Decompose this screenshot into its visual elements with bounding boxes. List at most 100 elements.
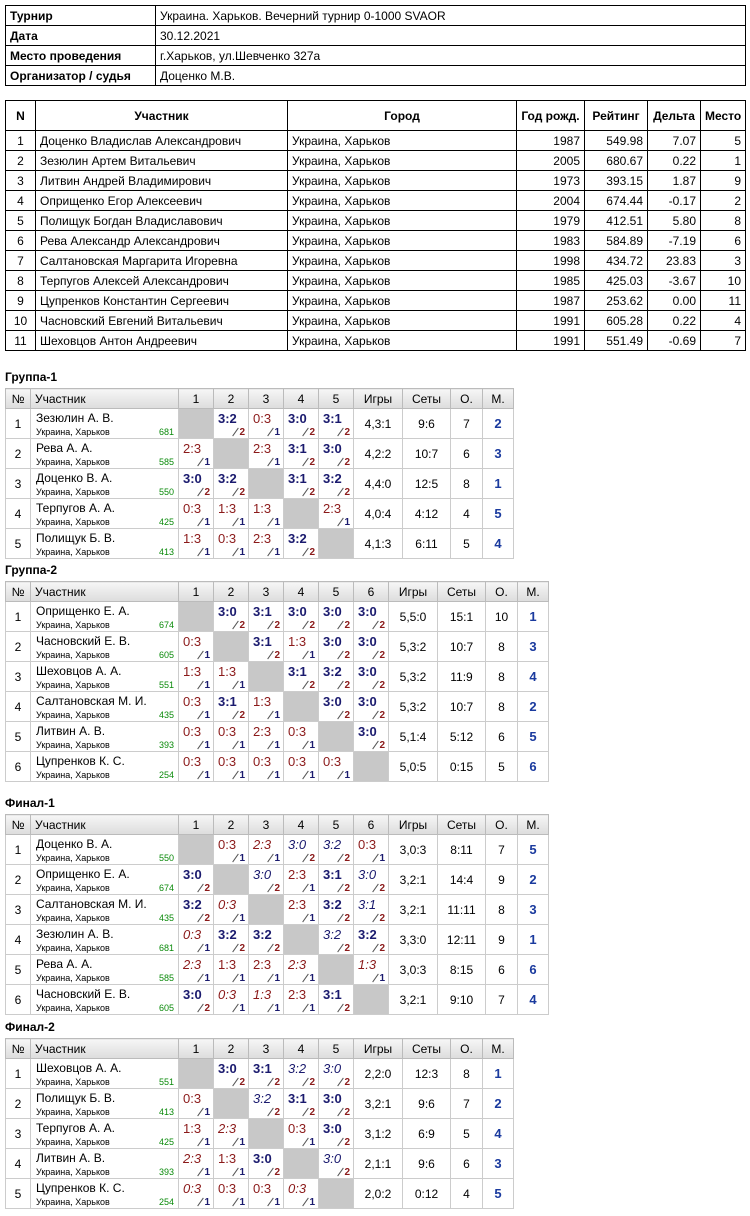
cell: 9 [5, 290, 36, 311]
player-rating: 551 [158, 680, 174, 690]
points: 8 [485, 631, 518, 662]
points: 6 [485, 954, 518, 985]
info-table: Турнир Украина. Харьков. Вечерний турнир … [5, 5, 746, 86]
games: 5,0:5 [388, 751, 438, 782]
match-points: 2 [379, 680, 385, 691]
row-number: 1 [5, 834, 31, 865]
column-header: Дельта [647, 100, 701, 131]
score: 3:1 [288, 1091, 307, 1106]
result-cell [213, 864, 249, 895]
row-number: 2 [5, 1088, 31, 1119]
result-cell: 3:0 2 [318, 601, 354, 632]
result-cell: 3:2 2 [318, 924, 354, 955]
match-points: 1 [204, 547, 210, 558]
score: 3:2 [323, 664, 342, 679]
match-points: 2 [344, 620, 350, 631]
result-cell [178, 601, 214, 632]
slash [267, 547, 274, 557]
match-points: 1 [204, 1107, 210, 1118]
match-points: 2 [309, 457, 315, 468]
row-number: 1 [5, 601, 31, 632]
games: 3,2:1 [388, 984, 438, 1015]
slash [337, 943, 344, 953]
info-row: Место проведения г.Харьков, ул.Шевченко 3… [5, 45, 746, 66]
match-points: 1 [274, 517, 280, 528]
sets: 12:5 [402, 468, 451, 499]
slash [337, 680, 344, 690]
points: 7 [450, 408, 483, 439]
cell: Украина, Харьков [287, 330, 517, 351]
points: 8 [450, 1058, 483, 1089]
column-header: Участник [35, 100, 288, 131]
result-cell: 0:3 1 [213, 751, 249, 782]
player-city: Украина, Харьков [36, 710, 110, 720]
cell: Зезюлин Артем Витальевич [35, 150, 288, 171]
games: 3,0:3 [388, 954, 438, 985]
row-number: 4 [5, 691, 31, 722]
result-cell: 3:2 2 [178, 894, 214, 925]
games: 2,1:1 [353, 1148, 403, 1179]
score: 1:3 [218, 957, 237, 972]
cell: 1 [700, 150, 746, 171]
slash [267, 1197, 274, 1207]
cell: 1 [5, 130, 36, 151]
score: 3:2 [218, 927, 237, 942]
cell: 4 [5, 190, 36, 211]
games: 4,2:2 [353, 438, 403, 469]
place: 2 [482, 408, 514, 439]
score: 2:3 [288, 957, 307, 972]
score: 2:3 [253, 441, 272, 456]
result-cell: 3:0 2 [318, 631, 354, 662]
player-row: 2 Рева А. А. Украина, Харьков 585 2:3 1 2:3 1 3:… [5, 438, 514, 469]
match-points: 1 [309, 770, 315, 781]
player-cell: Шеховцов А. А. Украина, Харьков 551 [30, 661, 179, 692]
player-city: Украина, Харьков [36, 427, 110, 437]
place: 2 [482, 1088, 514, 1119]
place: 1 [482, 468, 514, 499]
result-cell: 0:3 1 [353, 834, 389, 865]
player-city: Украина, Харьков [36, 1077, 110, 1087]
row-number: 4 [5, 924, 31, 955]
score: 0:3 [218, 837, 237, 852]
place: 2 [517, 691, 549, 722]
cell: 0.22 [647, 310, 701, 331]
participant-row: 1 Доценко Владислав Александрович Украина,… [5, 130, 746, 151]
group-title: Финал-1 [5, 796, 55, 810]
player-name: Зезюлин А. В. [36, 411, 114, 425]
column-header: 5 [318, 581, 354, 602]
match-points: 2 [309, 680, 315, 691]
result-cell: 1:3 1 [248, 984, 284, 1015]
games: 4,1:3 [353, 528, 403, 559]
player-name: Салтановская М. И. [36, 694, 147, 708]
cell: -0.69 [647, 330, 701, 351]
slash [197, 883, 204, 893]
score: 0:3 [218, 1181, 237, 1196]
slash [232, 517, 239, 527]
result-cell: 3:2 2 [213, 408, 249, 439]
column-header: 3 [248, 814, 284, 835]
result-cell [283, 691, 319, 722]
participant-row: 10 Часновский Евгений Витальевич Украина, … [5, 310, 746, 331]
player-city: Украина, Харьков [36, 740, 110, 750]
cell: 2 [5, 150, 36, 171]
player-name: Литвин А. В. [36, 724, 106, 738]
result-cell: 2:3 1 [283, 864, 319, 895]
sets: 14:4 [437, 864, 486, 895]
result-cell [353, 751, 389, 782]
cell: 10 [700, 270, 746, 291]
cell: 2 [700, 190, 746, 211]
games: 3,2:1 [388, 894, 438, 925]
cell: 1987 [516, 290, 585, 311]
info-label: Дата [5, 25, 156, 46]
sets: 6:11 [402, 528, 451, 559]
match-points: 2 [379, 913, 385, 924]
place: 2 [517, 864, 549, 895]
score: 3:2 [323, 837, 342, 852]
row-number: 2 [5, 864, 31, 895]
player-city: Украина, Харьков [36, 680, 110, 690]
slash [302, 457, 309, 467]
result-cell [178, 1058, 214, 1089]
row-number: 1 [5, 1058, 31, 1089]
cell: Часновский Евгений Витальевич [35, 310, 288, 331]
place: 4 [517, 661, 549, 692]
